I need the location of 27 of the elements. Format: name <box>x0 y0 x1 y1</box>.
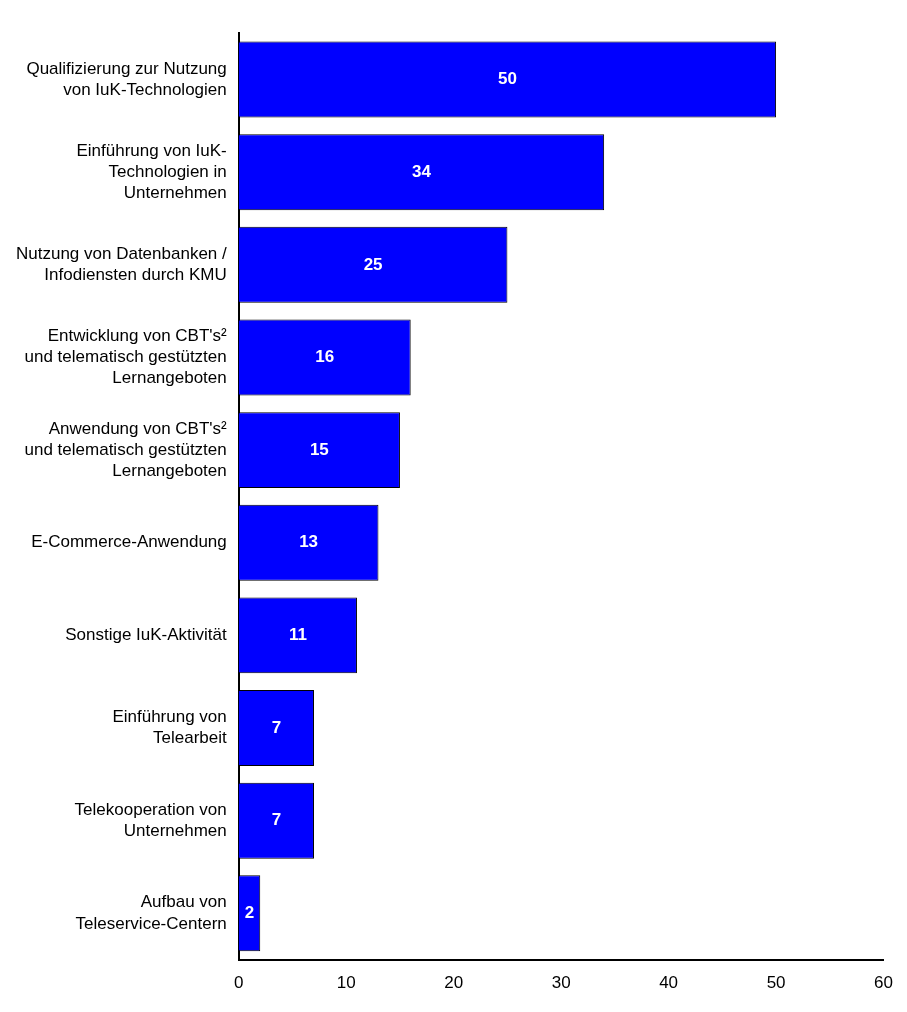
x-tick-label: 20 <box>444 973 464 993</box>
data-label: 34 <box>411 161 432 181</box>
x-tick-label: 30 <box>551 973 571 993</box>
data-label: 13 <box>299 532 319 552</box>
data-label: 11 <box>288 625 307 645</box>
x-tick-label: 60 <box>874 973 894 993</box>
x-tick-label: 50 <box>766 973 786 993</box>
x-tick-label: 0 <box>234 973 244 993</box>
data-label: 15 <box>309 439 329 459</box>
y-tick-label: Sonstige IuK-Aktivität <box>65 625 228 645</box>
y-tick-label: Nutzung von Datenbanken / Infodiensten durch KMU <box>15 243 228 285</box>
y-tick-label: Entwicklung von CBT's² und telematisch gestützten Lernangeboten <box>24 325 228 388</box>
data-label: 7 <box>271 717 282 737</box>
x-tick-label: 10 <box>336 973 356 993</box>
data-label: 7 <box>271 810 282 830</box>
y-tick-label: Telekooperation von Unternehmen <box>74 799 227 840</box>
y-tick-label: Anwendung von CBT's² und telematisch gestützten Lernangeboten <box>24 418 228 481</box>
data-label: 50 <box>497 69 517 89</box>
x-tick-label: 40 <box>659 973 679 993</box>
y-tick-label: Einführung von IuK- Technologien in Unternehmen <box>76 140 227 203</box>
data-label: 2 <box>244 902 255 922</box>
data-label: 25 <box>363 254 383 274</box>
y-tick-label: E-Commerce-Anwendung <box>31 532 227 552</box>
data-label: 16 <box>315 347 335 367</box>
y-tick-label: Aufbau von Teleservice-Centern <box>75 892 227 933</box>
y-tick-label: Qualifizierung zur Nutzung von IuK-Technologien <box>26 58 227 99</box>
y-tick-label: Einführung von Telearbeit <box>112 707 228 748</box>
